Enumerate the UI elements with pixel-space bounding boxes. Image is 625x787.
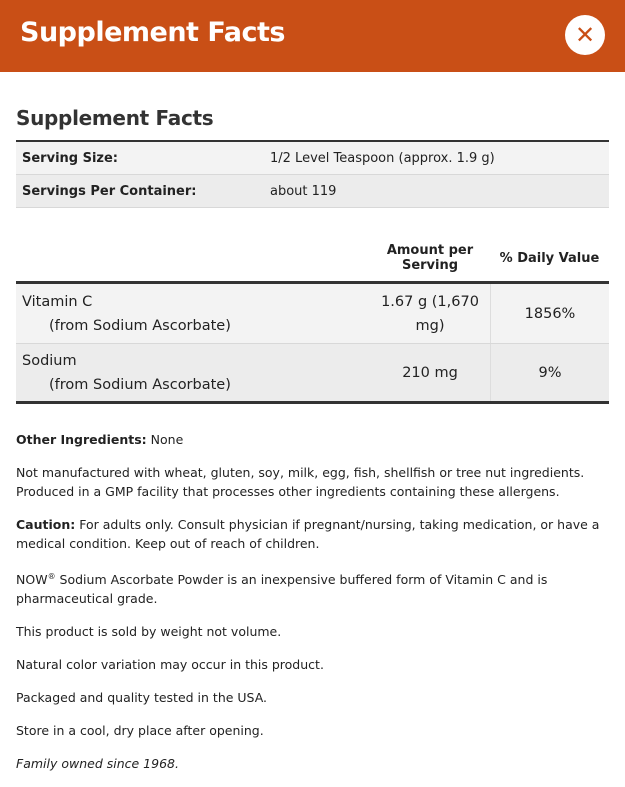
nutrient-name: Vitamin C (22, 293, 93, 310)
servings-value: about 119 (270, 183, 337, 199)
nutrient-source: (from Sodium Ascorbate) (49, 376, 231, 393)
col-dv: % Daily Value (499, 250, 600, 266)
caution-note: Caution: For adults only. Consult physic… (16, 515, 611, 553)
close-icon: ✕ (574, 21, 596, 49)
storage-note: Store in a cool, dry place after opening… (16, 723, 264, 739)
brand: NOW (16, 572, 48, 588)
table-row: Vitamin C (from Sodium Ascorbate) 1.67 g … (16, 284, 609, 344)
other-ingredients: Other Ingredients: None (16, 430, 611, 449)
registered-mark: ® (47, 572, 56, 581)
close-button[interactable]: ✕ (565, 15, 605, 55)
product-notes: Other Ingredients: None Not manufactured… (16, 430, 611, 787)
table-row: Servings Per Container: about 119 (16, 175, 609, 208)
nutrient-dv: 1856% (490, 284, 609, 343)
col-amount: Amount per Serving (386, 243, 474, 273)
nutrient-source: (from Sodium Ascorbate) (49, 317, 231, 334)
caution-text: For adults only. Consult physician if pr… (16, 517, 600, 551)
serving-size-value: 1/2 Level Teaspoon (approx. 1.9 g) (270, 150, 495, 166)
modal-title: Supplement Facts (20, 17, 285, 48)
color-note: Natural color variation may occur in thi… (16, 657, 324, 673)
weight-note: This product is sold by weight not volum… (16, 624, 282, 640)
facts-title: Supplement Facts (16, 106, 214, 130)
family-note: Family owned since 1968. (16, 756, 179, 772)
servings-label: Servings Per Container: (22, 183, 197, 199)
modal-header: Supplement Facts ✕ (0, 0, 625, 72)
nutrient-table: Amount per Serving % Daily Value Vitamin … (16, 235, 609, 404)
product-description: NOW® Sodium Ascorbate Powder is an inexp… (16, 567, 611, 608)
table-row: Serving Size: 1/2 Level Teaspoon (approx.… (16, 142, 609, 175)
nutrient-amount: 1.67 g (1,670 mg) (381, 293, 479, 334)
serving-size-label: Serving Size: (22, 150, 119, 166)
other-value: None (146, 432, 184, 447)
nutrient-dv: 9% (490, 344, 609, 401)
table-row: Sodium (from Sodium Ascorbate) 210 mg 9% (16, 344, 609, 404)
allergen-note: Not manufactured with wheat, gluten, soy… (16, 465, 585, 499)
description-text: Sodium Ascorbate Powder is an inexpensiv… (16, 572, 548, 607)
other-label: Other Ingredients: (16, 432, 147, 447)
serving-table: Serving Size: 1/2 Level Teaspoon (approx.… (16, 140, 609, 208)
table-header: Amount per Serving % Daily Value (16, 235, 609, 284)
nutrient-amount: 210 mg (402, 364, 458, 381)
usa-note: Packaged and quality tested in the USA. (16, 690, 268, 706)
nutrient-name: Sodium (22, 352, 77, 369)
caution-label: Caution: (16, 517, 76, 532)
